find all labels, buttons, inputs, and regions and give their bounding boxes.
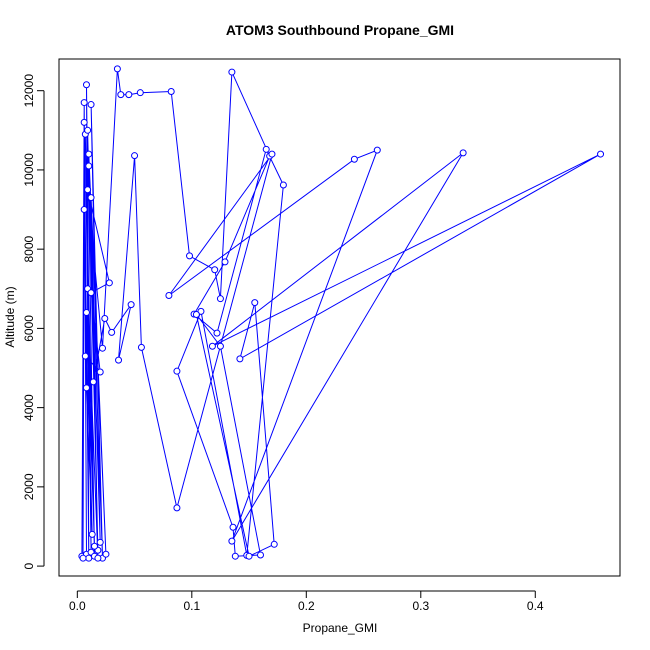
data-point [229,523,237,531]
data-point [350,155,358,163]
x-tick-label: 0.4 [527,599,544,613]
data-point [80,118,88,126]
data-point [131,152,139,160]
data-point [96,538,104,546]
data-point [105,279,113,287]
data-point [115,356,123,364]
data-point [192,311,200,319]
x-axis: 0.0 0.1 0.2 0.3 0.4 [69,590,544,613]
data-point [108,328,116,336]
data-point [96,368,104,376]
data-point [94,554,102,562]
y-tick-label: 4000 [22,394,36,421]
data-point [85,150,93,158]
data-point [231,552,239,560]
data-point [80,206,88,214]
data-point [102,550,110,558]
data-point [84,186,92,194]
data-point [251,299,259,307]
data-point [81,352,89,360]
data-point [82,309,90,317]
chart-title: ATOM3 Southbound Propane_GMI [226,22,454,38]
data-point [125,91,133,99]
data-point [87,101,95,109]
x-axis-label: Propane_GMI [303,621,378,635]
y-tick-label: 12000 [22,74,36,108]
x-tick-label: 0.3 [412,599,429,613]
plot-frame [58,58,621,577]
y-tick-label: 6000 [22,315,36,342]
data-point [228,68,236,76]
data-point [88,530,96,538]
data-point [167,87,175,95]
y-tick-label: 2000 [22,473,36,500]
data-point [373,146,381,154]
data-point [90,542,98,550]
data-point [137,343,145,351]
data-point [87,289,95,297]
data-point [597,150,605,158]
x-tick-label: 0.2 [298,599,315,613]
y-tick-label: 8000 [22,235,36,262]
data-point [113,65,121,73]
series-layer [78,65,605,562]
data-point [85,162,93,170]
x-tick-label: 0.0 [69,599,86,613]
data-point [165,292,173,300]
data-point [101,314,109,322]
data-point [228,537,236,545]
data-point [82,384,90,392]
series-line [81,68,601,559]
data-point [197,307,205,315]
x-tick-label: 0.1 [183,599,200,613]
data-point [87,194,95,202]
data-point [216,295,224,303]
data-point [89,378,97,386]
data-point [84,126,92,134]
data-point [270,540,278,548]
y-axis: 0 2000 4000 6000 8000 10000 12000 [22,74,45,569]
data-point [459,149,467,157]
data-point [82,81,90,89]
y-tick-label: 0 [22,562,36,569]
data-point [85,554,93,562]
data-point [80,99,88,107]
data-point [208,342,216,350]
data-point [216,342,224,350]
data-point [245,552,253,560]
data-point [268,150,276,158]
data-point [79,554,87,562]
data-point [221,258,229,266]
data-point [136,89,144,97]
data-point [99,344,107,352]
data-point [211,266,219,274]
y-tick-label: 10000 [22,153,36,187]
data-point [262,145,270,153]
data-point [257,551,265,559]
data-point [173,367,181,375]
data-point [213,329,221,337]
data-point [173,504,181,512]
y-axis-label: Altitude (m) [3,286,17,347]
data-point [279,181,287,189]
data-point [186,252,194,260]
data-point [117,91,125,99]
data-point [127,301,135,309]
data-point [236,355,244,363]
